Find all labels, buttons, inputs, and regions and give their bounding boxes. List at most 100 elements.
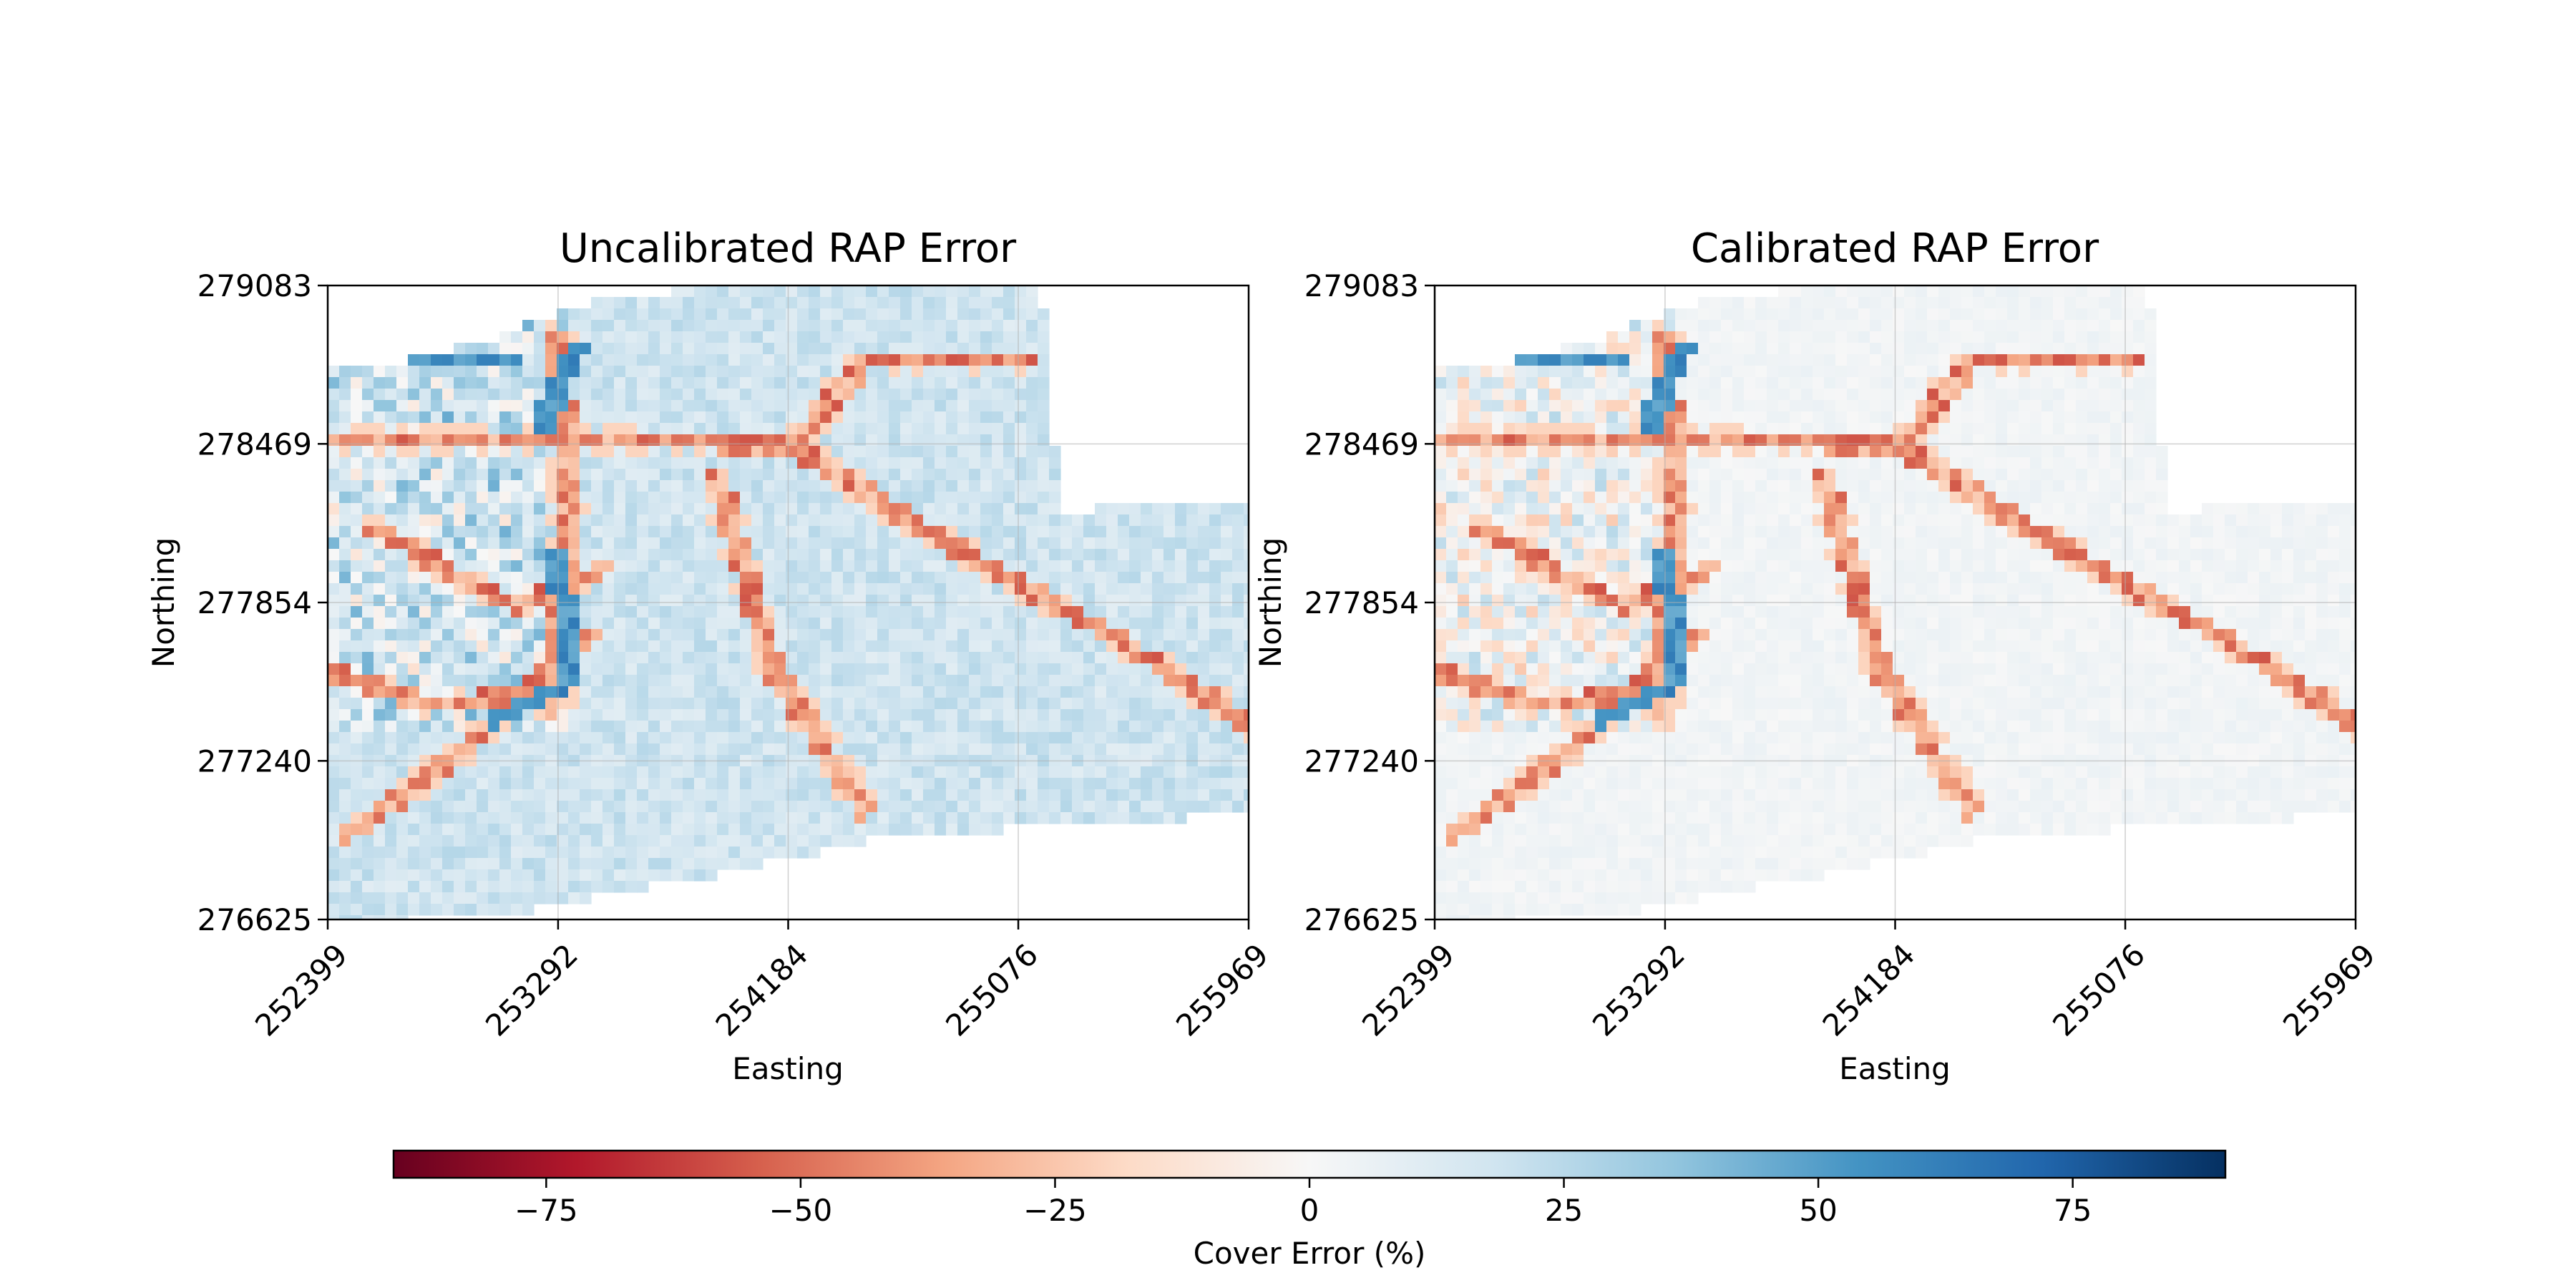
heatmap-cell xyxy=(1469,411,1481,424)
heatmap-cell xyxy=(957,469,970,481)
heatmap-cell xyxy=(1584,446,1596,458)
heatmap-cell xyxy=(2110,480,2122,492)
heatmap-cell xyxy=(1515,503,1527,515)
heatmap-cell xyxy=(1175,526,1187,538)
heatmap-cell xyxy=(1721,377,1733,389)
heatmap-cell xyxy=(992,320,1004,332)
heatmap-cell xyxy=(568,434,580,447)
heatmap-cell xyxy=(1221,618,1233,630)
heatmap-cell xyxy=(751,858,763,870)
heatmap-cell xyxy=(706,549,718,561)
heatmap-cell xyxy=(1893,354,1905,366)
heatmap-cell xyxy=(1790,514,1802,527)
heatmap-cell xyxy=(1813,492,1825,504)
heatmap-cell xyxy=(671,514,683,527)
heatmap-cell xyxy=(2122,331,2134,343)
heatmap-cell xyxy=(671,675,683,687)
heatmap-cell xyxy=(1503,411,1516,424)
heatmap-cell xyxy=(614,835,626,847)
heatmap-cell xyxy=(1744,514,1756,527)
heatmap-cell xyxy=(328,709,340,721)
heatmap-cell xyxy=(1106,583,1118,595)
heatmap-cell xyxy=(2099,526,2111,538)
heatmap-cell xyxy=(499,423,512,435)
heatmap-cell xyxy=(488,411,500,424)
heatmap-cell xyxy=(1755,389,1767,401)
heatmap-cell xyxy=(1072,743,1084,756)
heatmap-cell xyxy=(2064,286,2077,298)
heatmap-cell xyxy=(980,629,992,641)
heatmap-cell xyxy=(671,423,683,435)
heatmap-cell xyxy=(591,881,603,893)
heatmap-cell xyxy=(499,835,512,847)
heatmap-cell xyxy=(1984,480,1996,492)
heatmap-cell xyxy=(396,904,409,916)
heatmap-cell xyxy=(923,812,935,824)
heatmap-cell xyxy=(1606,434,1619,447)
heatmap-cell xyxy=(1015,366,1027,378)
heatmap-cell xyxy=(671,400,683,412)
heatmap-cell xyxy=(1664,331,1676,343)
heatmap-cell xyxy=(408,572,420,584)
heatmap-cell xyxy=(442,824,454,836)
heatmap-cell xyxy=(660,446,672,458)
heatmap-cell xyxy=(1721,480,1733,492)
heatmap-cell xyxy=(671,663,683,675)
heatmap-cell xyxy=(797,686,809,698)
heatmap-cell xyxy=(751,537,763,550)
heatmap-cell xyxy=(957,778,970,790)
heatmap-cell xyxy=(946,320,958,332)
heatmap-cell xyxy=(935,698,947,710)
heatmap-cell xyxy=(374,572,386,584)
heatmap-cell xyxy=(625,732,638,744)
heatmap-cell xyxy=(1824,331,1836,343)
heatmap-cell xyxy=(1904,297,1916,309)
heatmap-cell xyxy=(866,595,878,607)
heatmap-cell xyxy=(1026,446,1038,458)
heatmap-cell xyxy=(1458,377,1470,389)
heatmap-cell xyxy=(786,595,798,607)
heatmap-cell xyxy=(625,583,638,595)
heatmap-cell xyxy=(1824,354,1836,366)
heatmap-cell xyxy=(1175,698,1187,710)
heatmap-cell xyxy=(1755,343,1767,355)
heatmap-cell xyxy=(694,698,706,710)
heatmap-cell xyxy=(671,709,683,721)
heatmap-cell xyxy=(992,434,1004,447)
heatmap-cell xyxy=(831,606,844,618)
heatmap-cell xyxy=(809,686,821,698)
heatmap-cell xyxy=(1038,492,1050,504)
heatmap-cell xyxy=(1732,480,1745,492)
heatmap-cell xyxy=(1618,434,1630,447)
heatmap-cell xyxy=(957,389,970,401)
heatmap-cell xyxy=(946,503,958,515)
heatmap-cell xyxy=(1652,480,1664,492)
heatmap-cell xyxy=(408,526,420,538)
heatmap-cell xyxy=(877,572,889,584)
heatmap-cell xyxy=(1618,400,1630,412)
heatmap-cell xyxy=(557,514,569,527)
heatmap-cell xyxy=(1801,343,1813,355)
heatmap-cell xyxy=(694,526,706,538)
heatmap-cell xyxy=(1606,354,1619,366)
heatmap-cell xyxy=(557,766,569,779)
heatmap-cell xyxy=(935,721,947,733)
heatmap-cell xyxy=(797,457,809,469)
heatmap-cell xyxy=(751,366,763,378)
heatmap-cell xyxy=(419,457,431,469)
heatmap-cell xyxy=(328,801,340,813)
heatmap-cell xyxy=(2053,457,2065,469)
heatmap-cell xyxy=(477,503,489,515)
heatmap-cell xyxy=(1026,732,1038,744)
heatmap-cell xyxy=(935,583,947,595)
heatmap-cell xyxy=(820,595,832,607)
heatmap-cell xyxy=(408,847,420,859)
heatmap-cell xyxy=(900,766,912,779)
heatmap-cell xyxy=(580,457,592,469)
heatmap-cell xyxy=(717,606,729,618)
heatmap-cell xyxy=(2030,423,2042,435)
heatmap-cell xyxy=(774,789,786,801)
heatmap-cell xyxy=(935,366,947,378)
heatmap-cell xyxy=(477,595,489,607)
heatmap-cell xyxy=(1561,526,1573,538)
